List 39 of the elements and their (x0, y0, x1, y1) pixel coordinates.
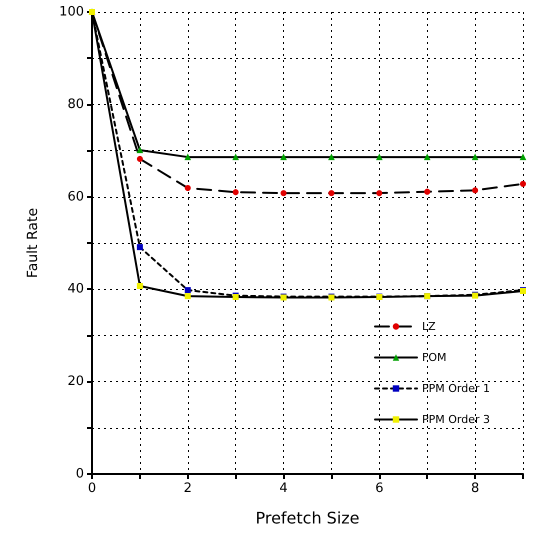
point (280, 190, 287, 196)
point (472, 154, 478, 160)
point (424, 154, 430, 160)
point (424, 188, 430, 195)
point (472, 187, 478, 194)
point (328, 190, 334, 196)
y-tick-label: 100 (59, 4, 84, 20)
point (136, 282, 143, 289)
point (376, 190, 382, 196)
legend-label: PPM Order 3 (422, 413, 490, 426)
x-tick-label: 6 (375, 481, 384, 496)
point (520, 180, 526, 187)
y-tick-label: 20 (67, 374, 84, 390)
point (184, 293, 191, 300)
point (184, 185, 191, 192)
point (136, 147, 143, 154)
point (136, 244, 143, 250)
point (280, 154, 287, 160)
point (376, 154, 382, 160)
x-tick-label: 0 (88, 481, 96, 496)
x-tick-label: 4 (279, 481, 288, 496)
point (184, 154, 191, 160)
point (520, 154, 526, 160)
legend-label: FOM (422, 351, 446, 364)
y-tick-label: 60 (67, 189, 84, 204)
point (136, 156, 143, 162)
y-tick-label: 40 (67, 282, 84, 297)
y-tick-label: 80 (67, 96, 84, 112)
legend-label: PPM Order 1 (422, 382, 490, 395)
y-axis-title: Fault Rate (25, 208, 41, 278)
legend-label: LZ (422, 320, 436, 333)
point (184, 287, 191, 294)
point (232, 154, 239, 160)
point (232, 189, 239, 196)
x-tick-label: 2 (184, 481, 192, 496)
point (328, 154, 334, 160)
x-axis-title: Prefetch Size (255, 508, 360, 528)
x-tick-label: 8 (470, 481, 480, 496)
y-tick-label: 0 (76, 466, 84, 482)
